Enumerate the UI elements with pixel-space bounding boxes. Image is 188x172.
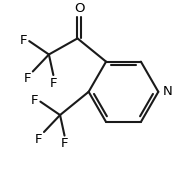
- Text: F: F: [24, 72, 31, 85]
- Text: F: F: [35, 133, 42, 146]
- Text: F: F: [20, 34, 27, 47]
- Text: F: F: [50, 77, 57, 90]
- Text: N: N: [163, 85, 173, 98]
- Text: O: O: [74, 2, 85, 15]
- Text: F: F: [61, 137, 68, 150]
- Text: F: F: [31, 94, 39, 107]
